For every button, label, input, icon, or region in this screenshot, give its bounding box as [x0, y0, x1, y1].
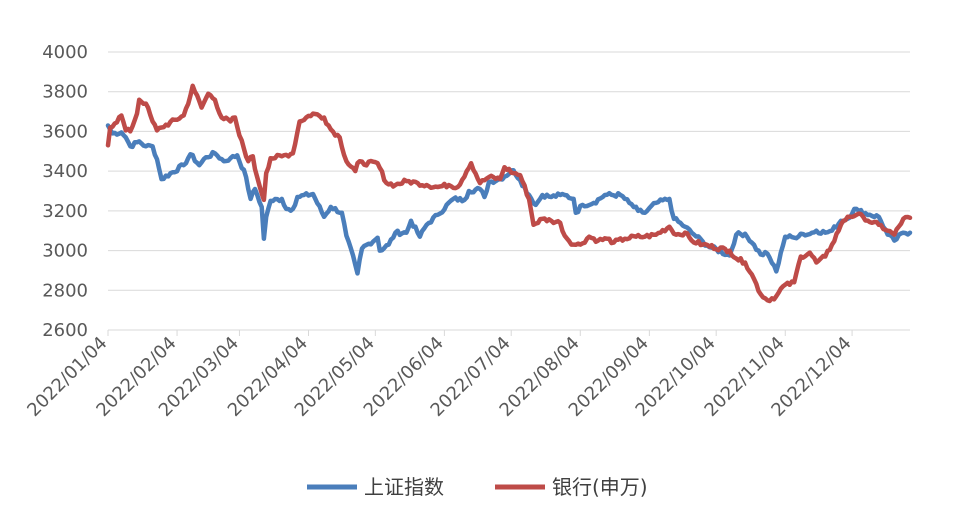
y-tick-label-2600: 2600 [42, 320, 88, 341]
series-line-1 [105, 83, 913, 304]
legend-label-bank: 银行(申万) [552, 475, 648, 499]
x-axis-tick-labels: 2022/01/042022/02/042022/03/042022/04/04… [23, 330, 856, 421]
y-axis-tick-labels: 2600 2800 3000 3200 3400 3600 3800 4000 [42, 42, 88, 341]
y-tick-label-2800: 2800 [42, 280, 88, 301]
gridlines [108, 51, 910, 291]
y-tick-label-3000: 3000 [42, 241, 88, 262]
y-tick-label-3200: 3200 [42, 201, 88, 222]
legend: 上证指数 银行(申万) [307, 475, 648, 499]
y-tick-label-4000: 4000 [42, 42, 88, 63]
series-line-0 [105, 123, 913, 276]
y-tick-label-3800: 3800 [42, 82, 88, 103]
legend-label-shanghai: 上证指数 [364, 475, 444, 499]
series-lines [105, 83, 913, 304]
y-tick-label-3400: 3400 [42, 161, 88, 182]
y-tick-label-3600: 3600 [42, 121, 88, 142]
